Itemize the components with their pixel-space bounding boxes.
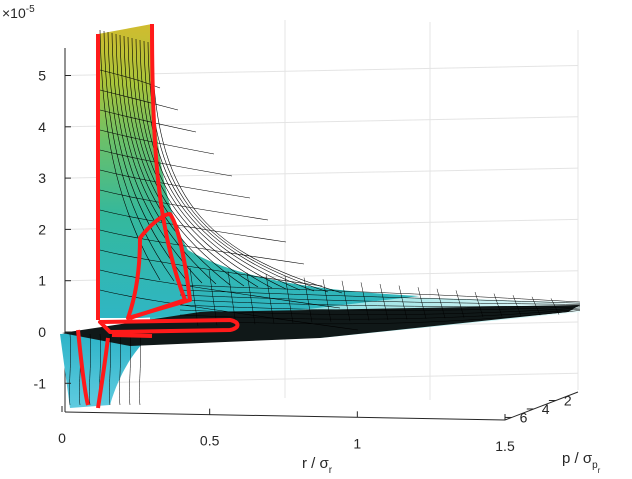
contour-inner-loop <box>126 212 192 320</box>
x-tick-label: 1.5 <box>495 438 515 454</box>
mesh-line <box>99 169 251 199</box>
mesh-line <box>99 129 215 155</box>
mesh-line <box>103 30 175 282</box>
z-tick-label: 0 <box>38 324 46 340</box>
z-tick-label: 2 <box>38 221 46 237</box>
mesh-line <box>99 109 197 133</box>
surface <box>60 23 581 409</box>
mesh-line <box>107 31 189 283</box>
mesh-line <box>550 298 560 315</box>
mesh-line <box>99 249 323 287</box>
y-axis-label: p / σpr <box>562 450 601 475</box>
mesh-line <box>179 307 581 315</box>
mesh-line <box>99 149 233 177</box>
mesh-line <box>111 32 203 284</box>
surface-peak-curtain <box>98 24 420 318</box>
contour-peak-right <box>129 23 187 320</box>
mesh-line <box>265 274 275 324</box>
mesh-line <box>139 39 301 291</box>
y-axis: 246 <box>504 392 572 425</box>
mesh-line <box>179 299 581 307</box>
z-tick-label: 3 <box>38 170 46 186</box>
mesh-line <box>89 333 91 406</box>
grid-horizontal <box>64 372 579 384</box>
mesh-line <box>208 269 218 326</box>
z-tick-label: -1 <box>34 375 47 391</box>
mesh-line <box>417 287 427 319</box>
mesh-line <box>227 271 237 325</box>
mesh-line <box>69 333 71 406</box>
mesh-line <box>135 38 287 290</box>
mesh-line <box>360 282 370 321</box>
mesh-line <box>179 304 581 311</box>
mesh-line <box>99 189 269 221</box>
mesh-line <box>129 333 131 406</box>
y-tick-label: 4 <box>542 401 550 417</box>
mesh-line <box>189 267 199 327</box>
mesh-line <box>123 35 245 287</box>
x-tick-label: 0.5 <box>200 433 220 449</box>
mesh-line <box>379 283 389 321</box>
mesh-line <box>322 279 332 322</box>
x-axis-label: r / σr <box>302 455 333 476</box>
z-tick-label: 1 <box>38 273 46 289</box>
mesh-line <box>143 40 315 292</box>
mesh-line <box>99 229 305 265</box>
z-exponent-label: ×10-5 <box>2 4 35 21</box>
highlight-contours <box>76 23 240 409</box>
surface-mesh <box>69 29 581 406</box>
mesh-line <box>119 34 231 286</box>
y-axis-line <box>504 391 579 421</box>
mesh-line <box>99 289 359 331</box>
x-tick-label: 1 <box>353 435 361 451</box>
mesh-line <box>109 333 111 406</box>
mesh-line <box>151 42 343 294</box>
z-tick-label: 4 <box>38 119 46 135</box>
mesh-line <box>115 33 217 285</box>
mesh-line <box>99 209 287 243</box>
x-axis-line <box>64 411 506 421</box>
x-axis: 0 0.5 1 1.5 <box>58 405 515 454</box>
mesh-line <box>139 333 141 406</box>
mesh-line <box>493 293 503 317</box>
mesh-line <box>179 294 581 305</box>
mesh-line <box>179 284 581 303</box>
mesh-line <box>119 333 121 406</box>
mesh-line <box>99 89 179 111</box>
contour-floor-loop <box>98 318 240 334</box>
mesh-line <box>398 285 408 320</box>
x-tick-label: 0 <box>58 430 66 446</box>
mesh-line <box>131 37 273 289</box>
mesh-line <box>99 69 161 89</box>
mesh-line <box>436 288 446 319</box>
mesh-line <box>455 290 465 318</box>
contour-dip <box>76 329 153 409</box>
mesh-line <box>246 272 256 325</box>
mesh-line <box>284 275 294 324</box>
z-axis: -1 0 1 2 3 4 5 <box>34 68 71 391</box>
y-tick-label: 6 <box>520 409 528 425</box>
mesh-line <box>99 29 161 281</box>
mesh-line <box>179 308 581 320</box>
z-tick-label: 5 <box>38 68 46 84</box>
y-tick-label: 2 <box>564 392 572 408</box>
mesh-line <box>303 277 313 323</box>
